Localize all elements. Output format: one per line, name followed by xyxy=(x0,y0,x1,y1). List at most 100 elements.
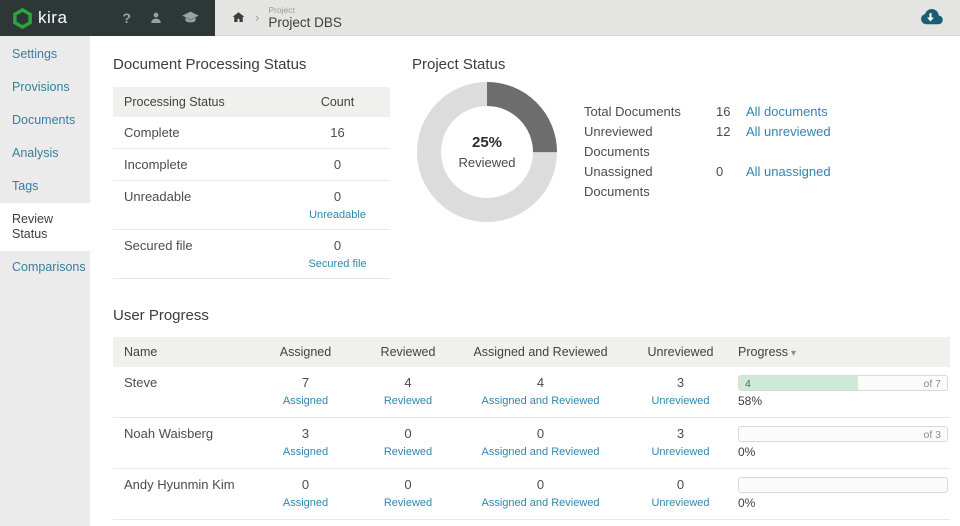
sidebar-item-tags[interactable]: Tags xyxy=(12,179,39,193)
stat-value: 12 xyxy=(716,124,731,139)
reviewed-link[interactable]: Reviewed xyxy=(383,395,433,407)
user-progress-title: User Progress xyxy=(113,307,209,324)
processing-count-value: 16 xyxy=(330,125,345,140)
all-documents-link[interactable]: All documents xyxy=(746,104,828,119)
assigned-reviewed-count: 4 xyxy=(536,375,545,390)
user-progress-table-header: Name Assigned Reviewed Assigned and Revi… xyxy=(113,337,950,367)
unreviewed-count: 0 xyxy=(676,477,685,492)
table-row: Noah Waisberg 3 Assigned 0 Reviewed 0 Assig… xyxy=(113,418,950,469)
assigned-count: 0 xyxy=(301,477,310,492)
assigned-reviewed-count: 0 xyxy=(536,426,545,441)
progress-bar: 4 of 7 xyxy=(738,375,948,391)
col-name: Name xyxy=(124,345,158,359)
stat-row-total: Total Documents 16 All documents xyxy=(584,102,831,122)
assigned-link[interactable]: Assigned xyxy=(282,446,329,458)
sidebar-item-settings[interactable]: Settings xyxy=(12,47,58,61)
assigned-link[interactable]: Assigned xyxy=(282,497,329,509)
assigned-reviewed-link[interactable]: Assigned and Reviewed xyxy=(481,395,600,407)
progress-percent: 58% xyxy=(738,394,763,408)
processing-status-label: Incomplete xyxy=(124,157,188,172)
progress-bar-total: of 3 xyxy=(923,429,941,441)
col-assigned-reviewed: Assigned and Reviewed xyxy=(473,345,608,359)
unreviewed-count: 3 xyxy=(676,375,685,390)
help-icon[interactable]: ? xyxy=(122,10,131,26)
processing-status-label: Complete xyxy=(124,125,180,140)
progress-bar: of 3 xyxy=(738,426,948,442)
breadcrumb-chevron-icon: › xyxy=(255,10,260,25)
processing-col-status: Processing Status xyxy=(124,95,225,109)
processing-table-header: Processing Status Count xyxy=(113,87,390,117)
table-row: Andy Hyunmin Kim 0 Assigned 0 Reviewed 0 As… xyxy=(113,469,950,520)
stat-row-unassigned: Unassigned Documents 0 All unassigned xyxy=(584,162,831,202)
sidebar-item-analysis[interactable]: Analysis xyxy=(12,146,59,160)
user-progress-section: User Progress Name Assigned Reviewed Ass… xyxy=(113,307,950,526)
main-content: Document Processing Status Processing St… xyxy=(90,36,960,526)
page-title: Project DBS xyxy=(268,15,342,30)
app-header: kira ? xyxy=(0,0,215,36)
reviewed-count: 0 xyxy=(404,477,412,492)
col-progress-sortable[interactable]: Progress ▾ xyxy=(738,345,797,359)
sidebar-item-review-status[interactable]: Review Status xyxy=(0,203,90,251)
unreviewed-count: 3 xyxy=(676,426,685,441)
training-cap-icon[interactable] xyxy=(181,10,200,26)
processing-count-value: 0 xyxy=(333,238,342,253)
breadcrumb: › Project Project DBS xyxy=(215,0,960,36)
unreadable-link[interactable]: Unreadable xyxy=(309,209,366,221)
stat-value: 16 xyxy=(716,104,731,119)
user-name: Andy Hyunmin Kim xyxy=(124,477,235,492)
unreviewed-link[interactable]: Unreviewed xyxy=(651,395,710,407)
donut-reviewed-label: Reviewed xyxy=(458,155,516,170)
assigned-reviewed-link[interactable]: Assigned and Reviewed xyxy=(481,497,600,509)
progress-bar xyxy=(738,477,948,493)
progress-bar-fill xyxy=(739,376,858,390)
assigned-count: 3 xyxy=(301,426,310,441)
table-row: Secured file 0 Secured file xyxy=(113,230,390,279)
progress-percent: 0% xyxy=(738,445,756,459)
processing-status-label: Unreadable xyxy=(124,189,192,204)
reviewed-count: 4 xyxy=(404,375,412,390)
all-unassigned-link[interactable]: All unassigned xyxy=(746,164,831,179)
donut-percent-label: 25% xyxy=(471,134,503,151)
kira-hexagon-icon xyxy=(12,7,33,29)
stat-value: 0 xyxy=(716,164,724,179)
stat-row-unreviewed: Unreviewed Documents 12 All unreviewed xyxy=(584,122,831,162)
secured-file-link[interactable]: Secured file xyxy=(308,258,367,270)
unreviewed-link[interactable]: Unreviewed xyxy=(651,446,710,458)
col-assigned: Assigned xyxy=(279,345,332,359)
all-unreviewed-link[interactable]: All unreviewed xyxy=(746,124,831,139)
sidebar: Settings Provisions Documents Analysis T… xyxy=(0,36,90,526)
stat-label: Unreviewed Documents xyxy=(584,124,653,159)
home-icon[interactable] xyxy=(231,10,246,25)
kira-logo[interactable]: kira xyxy=(0,7,68,29)
sidebar-item-provisions[interactable]: Provisions xyxy=(12,80,70,94)
table-row: Incomplete 0 xyxy=(113,149,390,181)
reviewed-link[interactable]: Reviewed xyxy=(383,497,433,509)
processing-count-value: 0 xyxy=(333,157,342,172)
sidebar-item-documents[interactable]: Documents xyxy=(12,113,76,127)
processing-col-count: Count xyxy=(320,95,355,109)
assigned-link[interactable]: Assigned xyxy=(282,395,329,407)
table-row: Unreadable 0 Unreadable xyxy=(113,181,390,230)
stat-label: Total Documents xyxy=(584,104,681,119)
download-cloud-icon[interactable] xyxy=(917,7,944,28)
table-row: Complete 16 xyxy=(113,117,390,149)
progress-bar-total: of 7 xyxy=(923,378,941,390)
sidebar-item-comparisons[interactable]: Comparisons xyxy=(12,260,86,274)
stat-label: Unassigned Documents xyxy=(584,164,653,199)
col-reviewed: Reviewed xyxy=(380,345,436,359)
logo-text: kira xyxy=(38,8,68,27)
assigned-count: 7 xyxy=(301,375,310,390)
reviewed-count: 0 xyxy=(404,426,412,441)
progress-percent: 0% xyxy=(738,496,756,510)
assigned-reviewed-link[interactable]: Assigned and Reviewed xyxy=(481,446,600,458)
user-name: Noah Waisberg xyxy=(124,426,214,441)
project-status-section: Project Status 25% Reviewed xyxy=(412,36,950,279)
user-icon[interactable] xyxy=(148,10,164,26)
unreviewed-link[interactable]: Unreviewed xyxy=(651,497,710,509)
reviewed-link[interactable]: Reviewed xyxy=(383,446,433,458)
reviewed-donut-chart: 25% Reviewed xyxy=(416,81,558,223)
document-processing-section: Document Processing Status Processing St… xyxy=(113,36,390,279)
progress-bar-count: 4 xyxy=(745,378,751,390)
project-status-title: Project Status xyxy=(412,56,506,73)
